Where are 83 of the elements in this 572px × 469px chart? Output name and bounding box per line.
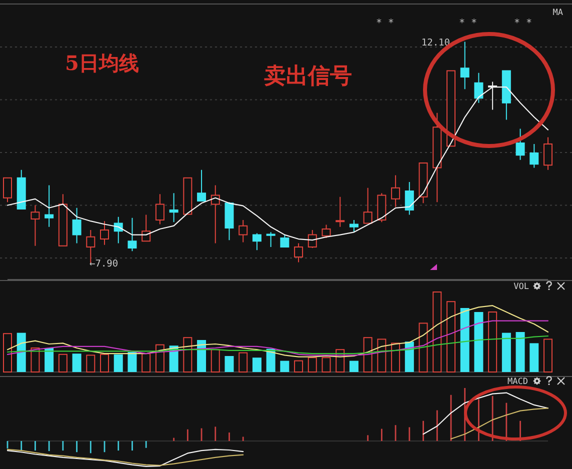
annotation: 5日均线 (65, 51, 139, 75)
candlestick (44, 184, 54, 228)
candlestick (238, 220, 248, 243)
candlestick (336, 196, 345, 228)
bar (238, 352, 248, 372)
annotation: 卖出信号 (264, 63, 352, 89)
candlestick (516, 128, 525, 160)
candlestick (349, 220, 358, 233)
bar (114, 354, 123, 372)
bar (322, 357, 331, 372)
bar (308, 357, 317, 372)
candlestick (30, 204, 40, 246)
candlestick (58, 194, 68, 246)
bar (544, 338, 552, 372)
bar (155, 344, 164, 372)
chart-title: MA (552, 8, 563, 18)
candlestick (363, 187, 372, 224)
bar (210, 349, 220, 372)
bar (86, 354, 96, 372)
bar (142, 353, 151, 372)
candlestick (100, 220, 110, 246)
annotation: 12.10 (421, 38, 450, 48)
text: * * (514, 18, 532, 29)
candlestick (266, 232, 276, 248)
candlestick (391, 174, 400, 208)
candlestick (502, 70, 511, 120)
candlestick (169, 192, 178, 223)
candlestick (280, 234, 290, 248)
candlestick (3, 177, 12, 203)
candlestick (16, 169, 26, 210)
chart-title: VOL (514, 282, 529, 292)
candlestick (322, 224, 331, 238)
bar (502, 332, 511, 372)
candlestick (474, 72, 484, 104)
bar (474, 312, 484, 372)
candlestick (530, 144, 539, 168)
bar (266, 348, 276, 372)
candlestick (197, 169, 206, 202)
bar (516, 332, 525, 372)
bar (3, 333, 12, 372)
bar (488, 312, 498, 372)
candlestick (224, 202, 234, 241)
candlestick (432, 112, 442, 203)
bar (446, 301, 456, 372)
bar (16, 332, 26, 372)
candlestick (308, 230, 317, 248)
candlestick (128, 217, 137, 252)
bar (294, 360, 304, 372)
bar (418, 322, 428, 372)
candlestick (155, 194, 164, 225)
text: * * (376, 18, 394, 29)
bar (404, 342, 414, 372)
candlestick (446, 70, 456, 147)
bar (183, 337, 192, 372)
candlestick (544, 136, 552, 170)
bar (197, 340, 206, 372)
bar (349, 360, 358, 372)
candlestick (142, 214, 151, 242)
annotation: ←7.90 (90, 258, 118, 270)
bar (363, 337, 372, 372)
candlestick (294, 242, 304, 263)
bar (224, 356, 234, 372)
candlestick (252, 232, 262, 251)
candlestick (210, 184, 220, 244)
candlestick (418, 162, 428, 204)
bar (72, 354, 82, 372)
candlestick (460, 41, 470, 90)
bar (432, 292, 442, 372)
bar (280, 360, 290, 372)
text: * * (458, 18, 478, 29)
bar (377, 338, 386, 372)
bar (530, 343, 539, 372)
candlestick (404, 182, 414, 216)
bar (58, 354, 68, 372)
bar (100, 354, 110, 372)
candlestick (183, 177, 192, 215)
candlestick (72, 207, 82, 244)
bar (252, 358, 262, 372)
bar (128, 352, 137, 372)
candlestick (377, 192, 386, 223)
bar (460, 308, 470, 372)
chart-title: MACD (508, 377, 528, 387)
bar (391, 342, 400, 372)
